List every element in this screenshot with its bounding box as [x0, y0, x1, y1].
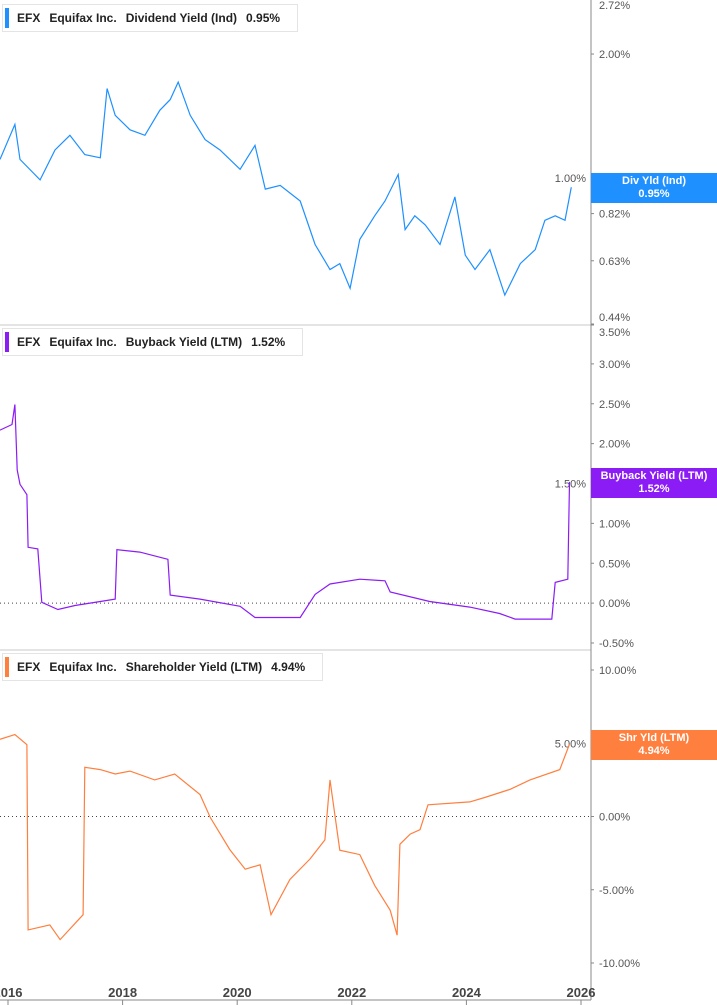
- y-tick-label: -0.50%: [599, 638, 634, 650]
- tag-value: 4.94%: [638, 745, 670, 757]
- y-tick-label: 1.00%: [555, 173, 586, 185]
- y-tick-label: 1.00%: [599, 518, 630, 530]
- last-value-tag-dividend: Div Yld (Ind) 0.95%: [591, 173, 717, 203]
- y-tick-label: 2.72%: [599, 0, 630, 12]
- y-tick-label: 0.00%: [599, 812, 630, 824]
- x-tick-label: 2016: [0, 985, 22, 1000]
- series-line-0: [0, 80, 572, 297]
- x-tick-label: 2024: [452, 985, 482, 1000]
- y-tick-label: 3.50%: [599, 327, 630, 339]
- x-tick-label: 2020: [223, 985, 252, 1000]
- tag-label: Shr Yld (LTM): [618, 732, 690, 744]
- legend-color-swatch: [5, 657, 9, 677]
- y-tick-label: 3.00%: [599, 359, 630, 371]
- y-tick-label: 0.82%: [599, 209, 630, 221]
- y-tick-label: 0.63%: [599, 256, 630, 268]
- legend-value: 0.95%: [246, 11, 281, 25]
- series-line-2: [0, 733, 571, 941]
- y-tick-label: 0.00%: [599, 598, 630, 610]
- legend-color-swatch: [5, 8, 9, 28]
- panel-2: 10.00% 5.00% 0.00% -5.00% -10.00%: [0, 649, 640, 970]
- legend-ticker: EFX: [17, 335, 41, 349]
- last-value-tag-shareholder: Shr Yld (LTM) 4.94%: [591, 730, 717, 760]
- y-tick-label: 10.00%: [599, 665, 637, 677]
- series-line-1: [0, 404, 571, 620]
- x-tick-label: 2022: [337, 985, 366, 1000]
- x-tick-label: 2018: [108, 985, 137, 1000]
- y-tick-label: 0.44%: [599, 312, 630, 324]
- tag-value: 1.52%: [638, 483, 670, 495]
- legend-ticker: EFX: [17, 660, 41, 674]
- legend-color-swatch: [5, 332, 9, 352]
- legend-metric: Shareholder Yield (LTM): [125, 660, 263, 674]
- y-tick-label: 5.00%: [555, 738, 586, 750]
- x-tick-label: 2026: [567, 985, 596, 1000]
- tag-value: 0.95%: [638, 188, 670, 200]
- legend-value: 4.94%: [271, 660, 306, 674]
- panel-1: 3.50% 3.00% 2.50% 2.00% 1.50% 1.00% 0.50% 0.00%…: [0, 323, 634, 650]
- panel-0: 2.72% 2.00% 1.00% 0.82% 0.63% 0.44%: [0, 0, 630, 326]
- y-tick-label: 2.50%: [599, 399, 630, 411]
- legend-metric: Buyback Yield (LTM): [125, 335, 243, 349]
- legend-buyback-yield: EFX Equifax Inc. Buyback Yield (LTM) 1.5…: [2, 328, 304, 356]
- last-value-tag-buyback: Buyback Yield (LTM) 1.52%: [591, 468, 717, 498]
- legend-ticker: EFX: [17, 11, 41, 25]
- tag-label: Buyback Yield (LTM): [600, 470, 708, 482]
- legend-metric: Dividend Yield (Ind): [125, 11, 238, 25]
- legend-dividend-yield: EFX Equifax Inc. Dividend Yield (Ind) 0.…: [2, 4, 299, 32]
- y-tick-label: 2.00%: [599, 439, 630, 451]
- legend-company: Equifax Inc.: [49, 335, 117, 349]
- y-tick-label: -5.00%: [599, 885, 634, 897]
- y-tick-label: -10.00%: [599, 958, 640, 970]
- legend-shareholder-yield: EFX Equifax Inc. Shareholder Yield (LTM)…: [2, 653, 324, 681]
- y-tick-label: 0.50%: [599, 558, 630, 570]
- legend-company: Equifax Inc.: [49, 11, 117, 25]
- y-tick-label: 1.50%: [555, 479, 586, 491]
- y-tick-label: 2.00%: [599, 49, 630, 61]
- legend-company: Equifax Inc.: [49, 660, 117, 674]
- tag-label: Div Yld (Ind): [622, 175, 686, 187]
- legend-value: 1.52%: [251, 335, 286, 349]
